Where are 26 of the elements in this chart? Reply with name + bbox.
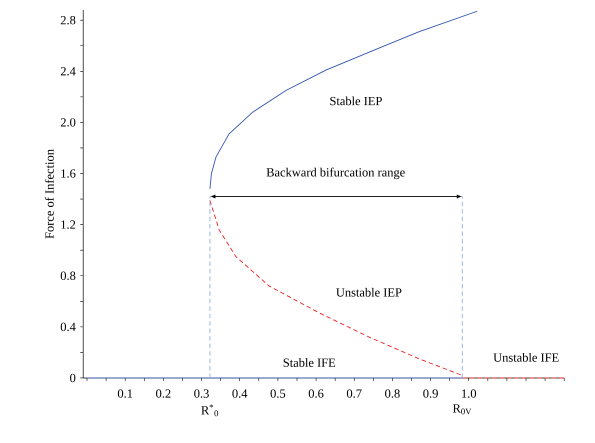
annotation: Stable IEP: [330, 96, 382, 106]
x-tick-label: 0.4: [232, 389, 248, 398]
annotation: Stable IFE: [284, 358, 336, 367]
x-tick-label: 0.2: [156, 389, 170, 398]
y-axis-title: Force of Infection: [44, 149, 54, 239]
x-tick-label: 0.3: [194, 389, 209, 398]
x-tick-label: 0.7: [346, 389, 362, 398]
y-tick-label: 0.8: [60, 272, 76, 280]
annotation: Backward bifurcation range: [266, 168, 405, 180]
x-tick-label: 1.0: [462, 389, 476, 398]
y-tick-label: 2.0: [60, 118, 76, 127]
y-tick-label: 0.4: [60, 322, 76, 332]
x-tick-label: 0.8: [385, 389, 400, 398]
y-tick-label: 1.6: [61, 169, 76, 178]
x-tick-label: 0.6: [308, 389, 324, 398]
y-tick-label: 2.8: [60, 16, 76, 24]
annotation: Unstable IEP: [336, 288, 402, 297]
y-tick-label: 0: [70, 374, 76, 382]
x-tick-label: 0.5: [270, 389, 286, 398]
annotation: R$_{0V}$: [452, 404, 472, 414]
annotation: R$^{*}$0: [201, 404, 218, 416]
annotation: Unstable IFE: [493, 352, 559, 362]
x-tick-label: 0.1: [118, 389, 132, 398]
x-tick-label: 0.9: [423, 389, 438, 398]
y-tick-label: 2.4: [60, 67, 76, 76]
y-tick-label: 1.2: [61, 220, 76, 229]
